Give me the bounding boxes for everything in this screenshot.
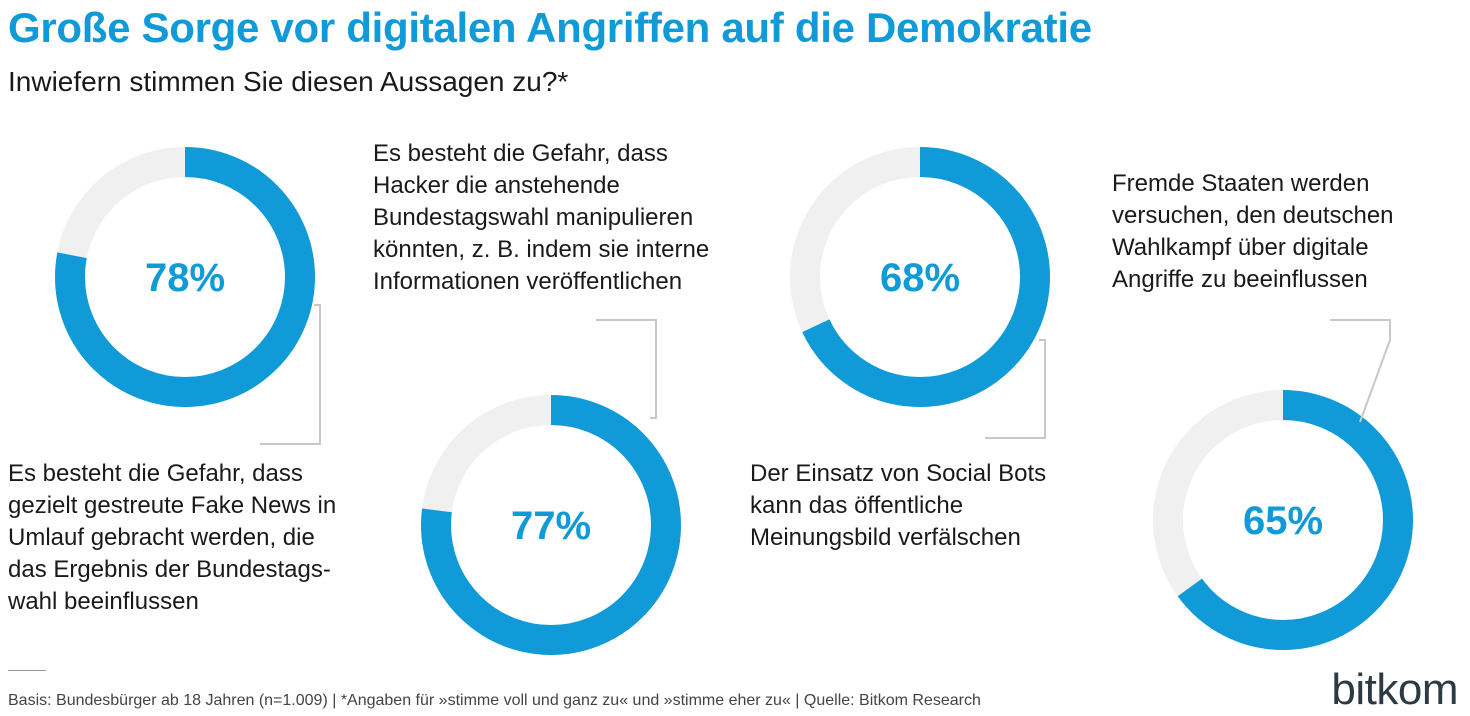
- connector-line-foreign-states: [1330, 319, 1391, 423]
- statement-hacker: Es besteht die Gefahr, dass Hacker die a…: [373, 140, 710, 295]
- donut-value-arc-social-bots: [790, 147, 1050, 407]
- donut-value-label-foreign-states: 65%: [1243, 499, 1323, 543]
- chart-subtitle: Inwiefern stimmen Sie diesen Aussagen zu…: [8, 66, 569, 97]
- donut-social-bots: 68%: [790, 147, 1050, 439]
- donut-value-label-hacker: 77%: [511, 504, 591, 548]
- statement-fake-news: Es besteht die Gefahr, dass gezielt gest…: [8, 460, 337, 615]
- donut-value-arc-foreign-states: [1153, 390, 1413, 650]
- connector-line-hacker: [596, 319, 657, 419]
- statement-foreign-states: Fremde Staaten werden versuchen, den deu…: [1112, 170, 1394, 293]
- source-footnote: Basis: Bundesbürger ab 18 Jahren (n=1.00…: [8, 692, 981, 709]
- donut-value-label-fake-news: 78%: [145, 256, 225, 300]
- statement-social-bots: Der Einsatz von Social Bots kann das öff…: [750, 460, 1047, 551]
- connector-line-fake-news: [260, 304, 321, 445]
- donut-hacker: 77%: [421, 319, 681, 655]
- donut-value-arc-hacker: [421, 395, 681, 655]
- connector-line-social-bots: [985, 339, 1046, 439]
- donut-value-arc-fake-news: [55, 147, 315, 407]
- footer-divider: [8, 670, 46, 671]
- bitkom-logo: bitkom: [1331, 665, 1458, 714]
- donut-fake-news: 78%: [55, 147, 321, 445]
- chart-title: Große Sorge vor digitalen Angriffen auf …: [8, 4, 1092, 51]
- donut-foreign-states: 65%: [1153, 319, 1413, 650]
- donut-value-label-social-bots: 68%: [880, 256, 960, 300]
